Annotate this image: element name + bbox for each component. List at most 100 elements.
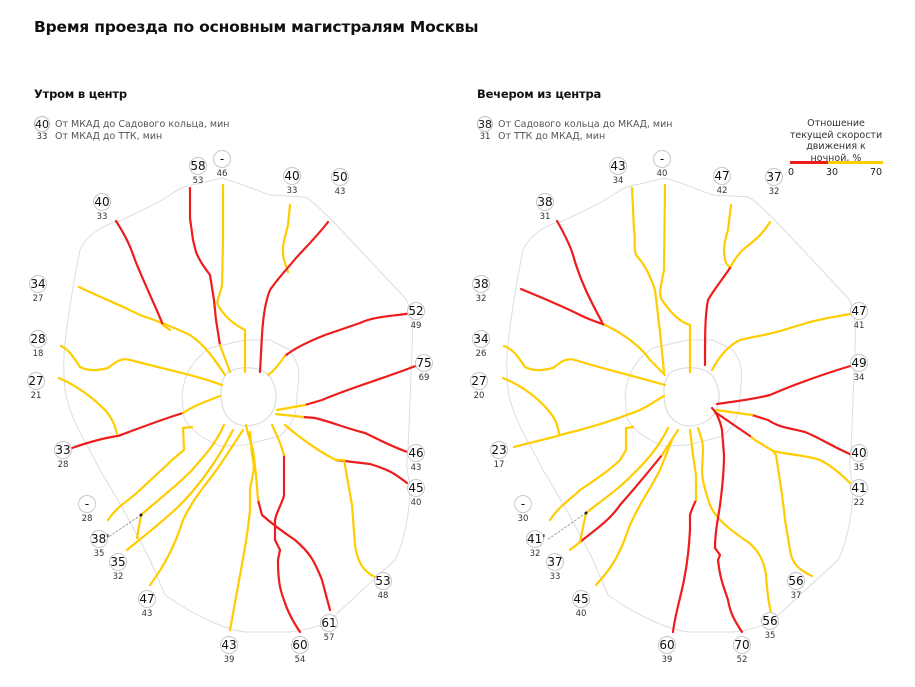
route-11[interactable]: [671, 428, 698, 634]
route-label[interactable]: 56 37: [782, 572, 810, 601]
route-label[interactable]: 47 42: [708, 167, 736, 196]
route-time-sadovoe: 38: [536, 193, 554, 211]
route-time-sadovoe: 23: [490, 441, 508, 459]
route-11[interactable]: [228, 430, 255, 632]
route-segment-fast: [125, 428, 235, 552]
route-label[interactable]: 38 31: [531, 193, 559, 222]
route-13[interactable]: [568, 428, 680, 552]
route-label[interactable]: 45 40: [567, 590, 595, 619]
route-6[interactable]: [274, 412, 412, 455]
route-label[interactable]: 38' 35: [85, 530, 113, 559]
route-label[interactable]: -40: [648, 150, 676, 179]
route-label[interactable]: 58 53: [184, 157, 212, 186]
route-label[interactable]: 38 32: [467, 275, 495, 304]
route-5[interactable]: [275, 363, 420, 412]
route-label[interactable]: 45 40: [402, 479, 430, 508]
route-label[interactable]: 60 54: [286, 636, 314, 665]
route-time-ttk: 52: [736, 655, 748, 665]
route-label[interactable]: -30: [509, 495, 537, 524]
route-1[interactable]: [216, 183, 247, 374]
route-7[interactable]: [283, 423, 409, 485]
route-label[interactable]: -28: [73, 495, 101, 524]
route-16[interactable]: [70, 394, 222, 450]
route-label[interactable]: 50 43: [326, 168, 354, 197]
route-9[interactable]: [244, 423, 332, 612]
route-8[interactable]: [771, 449, 814, 578]
route-13[interactable]: [125, 428, 235, 552]
route-label[interactable]: 37 32: [760, 168, 788, 197]
route-label[interactable]: 41' 32: [521, 530, 549, 559]
route-segment-fast: [578, 511, 588, 544]
route-segment-fast: [59, 344, 224, 387]
route-label[interactable]: 35 32: [104, 553, 132, 582]
route-7[interactable]: [713, 410, 852, 485]
route-time-sadovoe: 49: [850, 354, 868, 372]
route-time-ttk: 28: [81, 514, 93, 524]
route-label[interactable]: 46 43: [402, 444, 430, 473]
route-0[interactable]: [630, 186, 666, 374]
route-label[interactable]: -46: [208, 150, 236, 179]
route-time-sadovoe: -: [213, 150, 231, 168]
route-3[interactable]: [258, 220, 330, 374]
garden-ring: [220, 367, 277, 427]
route-3[interactable]: [703, 220, 772, 367]
route-15[interactable]: [106, 425, 194, 522]
route-label[interactable]: 40 35: [845, 444, 873, 473]
legend-circle-value: 38: [477, 116, 493, 132]
route-label[interactable]: 23 17: [485, 441, 513, 470]
route-label[interactable]: 43 39: [215, 636, 243, 665]
route-4[interactable]: [710, 311, 857, 372]
route-label[interactable]: 49 34: [845, 354, 873, 383]
route-label[interactable]: 27 20: [465, 372, 493, 401]
route-12[interactable]: [594, 438, 674, 587]
route-14[interactable]: [578, 426, 670, 544]
route-label[interactable]: 52 49: [402, 302, 430, 331]
route-17[interactable]: [501, 376, 561, 436]
route-18[interactable]: [59, 344, 224, 387]
route-segment-slow: [703, 266, 732, 367]
route-label[interactable]: 40 33: [88, 193, 116, 222]
route-label[interactable]: 28 18: [24, 330, 52, 359]
route-label[interactable]: 47 43: [133, 590, 161, 619]
route-label[interactable]: 56 35: [756, 612, 784, 641]
route-2[interactable]: [722, 203, 733, 270]
route-10[interactable]: [270, 423, 302, 634]
route-16[interactable]: [512, 394, 666, 449]
route-17[interactable]: [57, 376, 119, 436]
route-1[interactable]: [659, 183, 692, 374]
route-20[interactable]: [114, 219, 172, 332]
route-label[interactable]: 70 52: [728, 636, 756, 665]
route-label[interactable]: 61 57: [315, 614, 343, 643]
route-18[interactable]: [502, 344, 667, 387]
route-14[interactable]: [135, 423, 226, 540]
route-10[interactable]: [710, 406, 744, 634]
route-label[interactable]: 60 39: [653, 636, 681, 665]
route-label[interactable]: 34 26: [467, 330, 495, 359]
route-time-sadovoe: 56: [787, 572, 805, 590]
route-label[interactable]: 27 21: [22, 372, 50, 401]
route-8[interactable]: [334, 458, 377, 579]
route-label[interactable]: 41 22: [845, 479, 873, 508]
route-9[interactable]: [696, 426, 773, 615]
route-label[interactable]: 53 48: [369, 572, 397, 601]
route-5[interactable]: [715, 362, 859, 406]
route-12[interactable]: [148, 428, 245, 587]
route-20[interactable]: [555, 219, 604, 324]
route-label[interactable]: 37 33: [541, 553, 569, 582]
route-time-ttk: 26: [475, 349, 487, 359]
route-19[interactable]: [519, 287, 667, 377]
route-label[interactable]: 75 69: [410, 354, 438, 383]
route-label[interactable]: 33 28: [49, 441, 77, 470]
route-time-ttk: 35: [853, 463, 865, 473]
route-15[interactable]: [548, 425, 635, 522]
route-time-sadovoe: 45: [407, 479, 425, 497]
route-label[interactable]: 40 33: [278, 167, 306, 196]
route-label[interactable]: 43 34: [604, 157, 632, 186]
route-4[interactable]: [266, 311, 414, 377]
route-6[interactable]: [714, 408, 854, 457]
route-0[interactable]: [188, 186, 232, 374]
route-2[interactable]: [281, 203, 292, 274]
route-label[interactable]: 34 27: [24, 275, 52, 304]
route-label[interactable]: 47 41: [845, 302, 873, 331]
route-time-ttk: 34: [853, 373, 865, 383]
